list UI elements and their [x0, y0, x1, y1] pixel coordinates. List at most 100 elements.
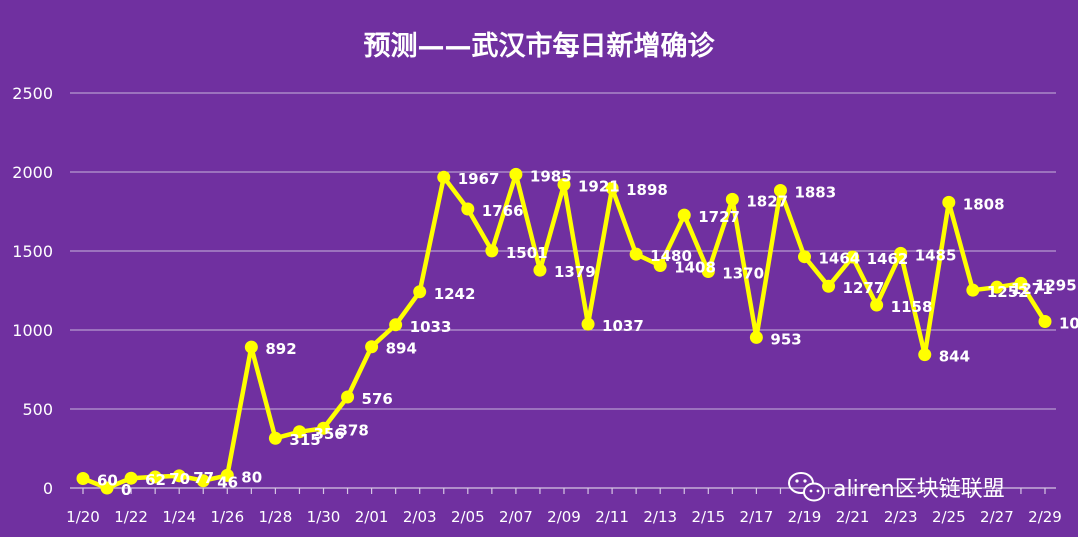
data-label: 0 — [121, 481, 131, 499]
data-label: 1242 — [434, 285, 476, 303]
y-tick-label: 500 — [22, 400, 53, 419]
data-label: 576 — [362, 390, 393, 408]
x-tick-label: 2/19 — [788, 508, 822, 526]
data-label: 1501 — [506, 244, 548, 262]
data-point — [148, 470, 162, 484]
data-label: 1766 — [482, 202, 524, 220]
data-label: 953 — [770, 330, 801, 348]
data-label: 1379 — [554, 263, 596, 281]
data-markers — [76, 167, 1052, 495]
data-point — [966, 283, 980, 297]
data-point — [605, 181, 619, 195]
data-point — [798, 250, 811, 264]
data-point — [773, 183, 787, 197]
x-tick-label: 2/13 — [643, 508, 677, 526]
data-label: 1370 — [722, 265, 764, 283]
data-point — [244, 340, 258, 354]
data-point — [76, 472, 90, 486]
data-label: 1898 — [626, 181, 668, 199]
data-point — [485, 244, 499, 258]
x-tick-label: 1/24 — [162, 508, 196, 526]
x-tick-label: 2/29 — [1028, 508, 1062, 526]
data-point — [990, 280, 1004, 294]
data-label: 1295 — [1035, 276, 1077, 294]
data-point — [557, 177, 571, 191]
y-tick-label: 1000 — [12, 321, 53, 340]
data-label: 60 — [97, 472, 118, 490]
data-label: 1727 — [698, 208, 740, 226]
data-point — [725, 192, 739, 206]
series-line — [82, 172, 1047, 491]
x-tick-label: 2/05 — [451, 508, 485, 526]
data-label: 1271 — [1011, 280, 1053, 298]
gridlines — [70, 92, 1056, 489]
x-tick-label: 2/09 — [547, 508, 581, 526]
data-label: 46 — [217, 474, 238, 492]
data-point — [172, 469, 186, 483]
watermark: aliren区块链联盟 — [788, 472, 1005, 502]
x-tick-label: 1/28 — [259, 508, 293, 526]
x-axis-ticks: 1/20 1/22 1/24 1/26 1/28 1/30 2/01 2/03 2/05 2/07… — [66, 488, 1062, 526]
data-point — [220, 468, 234, 482]
data-point — [1038, 314, 1052, 328]
data-label: 1883 — [794, 183, 836, 201]
data-point — [1014, 276, 1028, 290]
data-point — [629, 247, 643, 261]
chart-title: 预测——武汉市每日新增确诊 — [364, 30, 716, 62]
data-label: 77 — [193, 469, 214, 487]
data-label: 1827 — [746, 192, 788, 210]
data-label: 62 — [145, 471, 166, 489]
x-tick-label: 2/15 — [691, 508, 725, 526]
data-point — [918, 348, 932, 362]
x-tick-label: 2/25 — [932, 508, 966, 526]
x-tick-label: 2/11 — [595, 508, 629, 526]
data-label: 1158 — [891, 298, 933, 316]
y-tick-label: 2000 — [12, 163, 53, 182]
data-point — [677, 208, 691, 222]
data-point — [894, 246, 908, 260]
x-tick-label: 2/27 — [980, 508, 1014, 526]
data-label: 1808 — [963, 195, 1005, 213]
data-label: 80 — [241, 468, 262, 486]
x-tick-label: 1/20 — [66, 508, 100, 526]
data-label: 70 — [169, 470, 190, 488]
data-point — [389, 318, 403, 332]
data-point — [701, 265, 715, 279]
data-label: 844 — [939, 348, 970, 366]
data-point — [822, 279, 836, 293]
x-tick-label: 2/21 — [836, 508, 870, 526]
y-tick-label: 0 — [43, 479, 53, 498]
data-label: 1480 — [650, 247, 692, 265]
data-label: 1408 — [674, 259, 716, 277]
data-point — [461, 202, 475, 216]
y-axis-ticks: 0 500 1000 1500 2000 2500 — [12, 84, 53, 498]
x-tick-label: 1/30 — [307, 508, 341, 526]
data-label: 1967 — [458, 170, 500, 188]
x-tick-label: 2/17 — [740, 508, 774, 526]
data-label: 1921 — [578, 177, 620, 195]
x-tick-label: 2/03 — [403, 508, 437, 526]
data-label: 1985 — [530, 167, 572, 185]
watermark-text: aliren区块链联盟 — [833, 477, 1005, 502]
data-point — [100, 481, 114, 495]
data-label: 315 — [289, 431, 320, 449]
data-label: 1462 — [867, 250, 909, 268]
data-point — [124, 471, 138, 485]
data-point — [942, 195, 956, 209]
data-point — [437, 170, 451, 184]
data-label: 1037 — [602, 317, 644, 335]
x-tick-label: 1/22 — [114, 508, 148, 526]
data-label: 356 — [313, 425, 344, 443]
data-point — [749, 330, 763, 344]
data-label: 1252 — [987, 283, 1029, 301]
data-point — [196, 474, 210, 488]
y-tick-label: 1500 — [12, 242, 53, 261]
wechat-icon — [788, 472, 825, 502]
data-point — [268, 431, 282, 445]
data-point — [533, 263, 547, 277]
y-tick-label: 2500 — [12, 84, 53, 103]
data-label: 1033 — [410, 318, 452, 336]
x-tick-label: 2/23 — [884, 508, 918, 526]
data-point — [870, 298, 884, 312]
